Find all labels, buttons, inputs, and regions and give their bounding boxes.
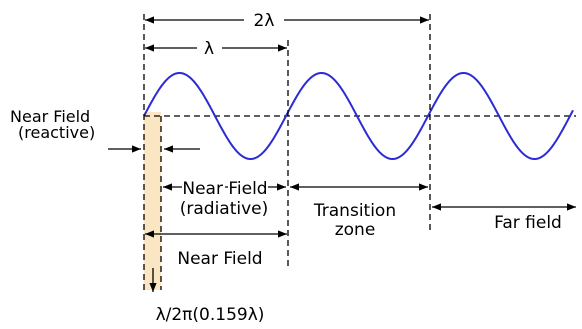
lambda-label: λ [204, 39, 214, 59]
transition-label-line2: zone [335, 220, 376, 240]
near-field-label: Near Field [177, 249, 262, 269]
transition-label-line1: Transition [313, 201, 396, 221]
boundary-label: λ/2π(0.159λ) [156, 305, 265, 325]
two-lambda-label: 2λ [254, 11, 275, 31]
near-field-reactive-label-line2: (reactive) [18, 123, 95, 142]
wave-curve [143, 72, 574, 160]
near-field-radiative-label-line2: (radiative) [180, 199, 269, 219]
near-field-reactive-label-line1: Near Field [10, 107, 90, 126]
near-field-radiative-label-line1: Near Field [182, 179, 267, 199]
far-field-label: Far field [494, 213, 562, 233]
reactive-zone-shading [144, 112, 161, 290]
